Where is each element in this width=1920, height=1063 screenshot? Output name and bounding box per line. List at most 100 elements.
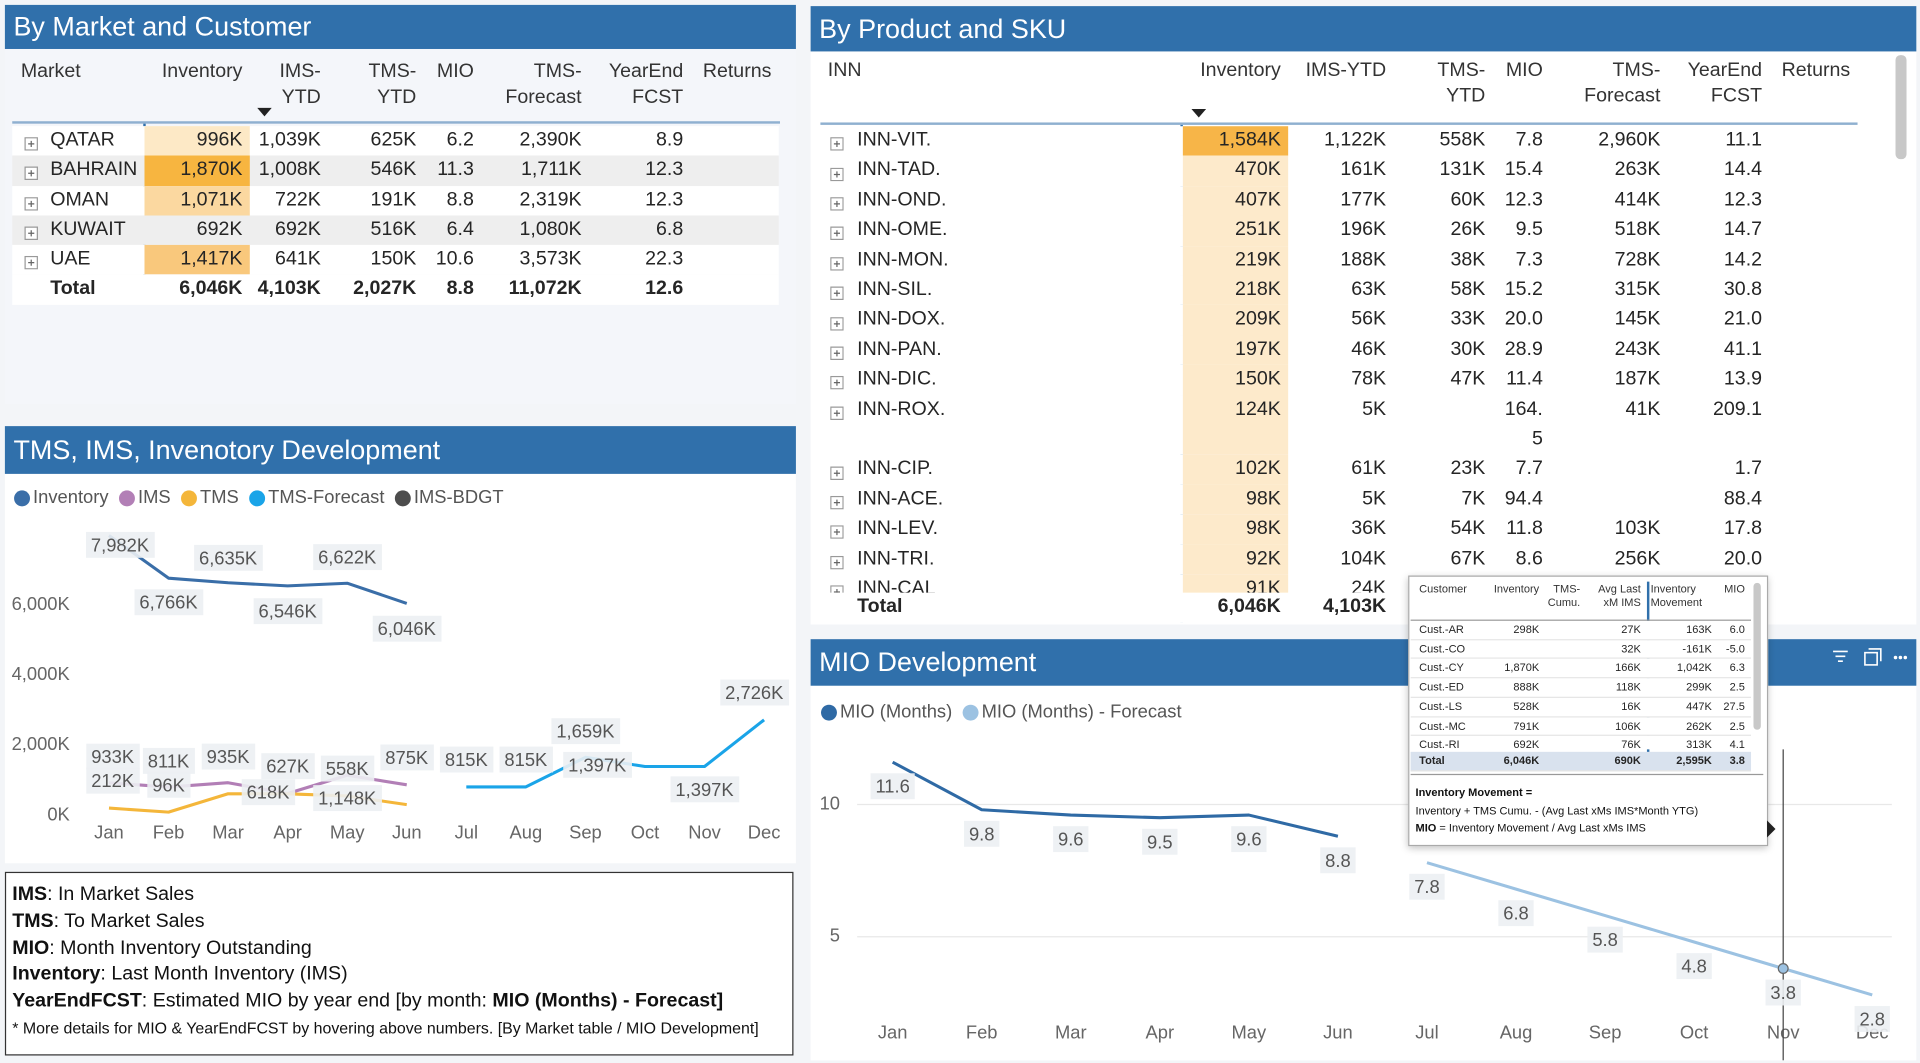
cell: 67K: [1450, 548, 1486, 570]
legend-marker: [249, 490, 266, 507]
data-label: 815K: [504, 749, 548, 770]
legend-label: IMS: [138, 486, 171, 507]
expand-icon[interactable]: [830, 370, 844, 390]
cell: 118K: [1615, 680, 1641, 694]
cell: 197K: [1182, 335, 1289, 366]
cell: 6.4: [446, 219, 474, 240]
cell: 17.8: [1723, 518, 1763, 540]
sort-arrow[interactable]: [1191, 108, 1207, 119]
data-label: 8.8: [1325, 850, 1351, 871]
cell: 46K: [1351, 338, 1387, 360]
cell: 7K: [1461, 488, 1486, 510]
table-row: QATAR 996K 1,039K 625K 6.2 2,390K 8.9: [12, 126, 779, 156]
column-header: IMS-YTD: [250, 59, 328, 110]
cell: 219K: [1182, 245, 1289, 276]
expand-icon[interactable]: [24, 131, 38, 151]
note-text: * More details for MIO & YearEndFCST by …: [12, 1018, 759, 1038]
cell: 8.9: [656, 129, 684, 151]
column-header: TMS-YTD: [328, 59, 424, 110]
expand-icon[interactable]: [24, 161, 38, 181]
cell: 58K: [1450, 279, 1486, 301]
data-label: 811K: [148, 750, 190, 771]
data-label: 9.6: [1236, 829, 1262, 850]
x-tick-label: Jun: [392, 822, 422, 843]
header-text: Avg Last xM IMS: [1598, 582, 1641, 608]
expand-icon[interactable]: [830, 311, 844, 331]
data-label-bg: [86, 531, 155, 558]
data-label-bg: [870, 773, 915, 800]
visual-header-icons[interactable]: [1829, 648, 1910, 668]
header-text: Inventory: [1493, 582, 1540, 595]
cell: [1545, 698, 1585, 716]
legend-marker: [962, 704, 979, 721]
data-label-bg: [380, 744, 434, 771]
cell: 558K: [1439, 129, 1486, 151]
x-tick-label: May: [1232, 1021, 1268, 1042]
cell: 6.2: [446, 129, 474, 151]
cell: 20.0: [1723, 548, 1763, 570]
note-text: : In Market Sales: [47, 884, 195, 905]
data-label: 6,622K: [318, 547, 377, 568]
data-label-bg: [1765, 979, 1801, 1006]
cell: 166K: [1615, 661, 1641, 674]
cell: 4.1: [1729, 738, 1745, 750]
table-row: INN-ACE. 98K 5K 7K 94.4 88.4: [820, 484, 1858, 515]
expand-icon[interactable]: [830, 400, 844, 420]
expand-icon[interactable]: [830, 460, 844, 480]
cell: 30.8: [1723, 279, 1763, 301]
legend-label: IMS-BDGT: [414, 486, 504, 507]
expand-icon[interactable]: [830, 131, 844, 151]
row-label: Cust.-RI: [1419, 738, 1460, 750]
expand-icon[interactable]: [830, 490, 844, 510]
cell: 1,008K: [258, 159, 321, 181]
data-label-bg: [313, 544, 382, 571]
expand-icon[interactable]: [24, 220, 38, 241]
note-text: MIO: [1415, 821, 1437, 835]
panel-title: By Market and Customer: [4, 4, 796, 49]
cell: 12.6: [645, 278, 684, 300]
cell: 14.4: [1723, 159, 1763, 181]
cell: 106K: [1615, 719, 1641, 732]
column-header: Inventory: [1482, 582, 1546, 595]
cell: 12.3: [1504, 189, 1543, 211]
header-text: TMS-YTD: [368, 61, 417, 108]
expand-icon[interactable]: [830, 221, 844, 241]
sort-arrow[interactable]: [257, 107, 272, 118]
expand-icon[interactable]: [830, 161, 844, 181]
series-line: [891, 760, 1339, 838]
cell: -161K: [1682, 642, 1712, 655]
expand-icon[interactable]: [830, 580, 844, 596]
cell: 14.7: [1723, 219, 1763, 241]
total-row: Total 6,046K 690K 2,595K 3.8: [1410, 751, 1752, 772]
x-tick-label: Apr: [1146, 1021, 1175, 1042]
expand-icon[interactable]: [24, 250, 38, 270]
expand-icon[interactable]: [830, 520, 844, 540]
legend-label: MIO (Months) - Forecast: [982, 700, 1182, 721]
row-label: Cust.-CO: [1419, 642, 1466, 655]
cell: 27.5: [1723, 700, 1745, 713]
expand-icon[interactable]: [830, 191, 844, 211]
cell: 1,417K: [144, 245, 250, 275]
cell: [1545, 640, 1585, 658]
table-row: Cust.-CY 1,870K 166K 1,042K 6.3: [1410, 659, 1752, 679]
table-row: INN-DIC. 150K 78K 47K 11.4 187K 13.9: [820, 365, 1858, 396]
expand-icon[interactable]: [24, 191, 38, 211]
expand-icon[interactable]: [830, 281, 844, 301]
cell: 6.3: [1729, 661, 1745, 674]
expand-icon[interactable]: [830, 251, 844, 271]
separator: [1410, 773, 1764, 776]
cell: 187K: [1614, 368, 1661, 390]
cell: 4,103K: [1322, 596, 1387, 618]
cell: 1,870K: [1504, 661, 1540, 674]
scrollbar[interactable]: [1895, 55, 1907, 160]
series-line: [108, 534, 408, 605]
expand-icon[interactable]: [830, 550, 844, 570]
cell: 103K: [1614, 518, 1661, 540]
row-label: QATAR: [12, 126, 144, 156]
cell: 1,870K: [144, 155, 250, 186]
expand-icon[interactable]: [830, 340, 844, 361]
notes-box: IMS: In Market Sales TMS: To Market Sales…: [4, 871, 794, 1056]
data-label: 875K: [385, 747, 429, 768]
